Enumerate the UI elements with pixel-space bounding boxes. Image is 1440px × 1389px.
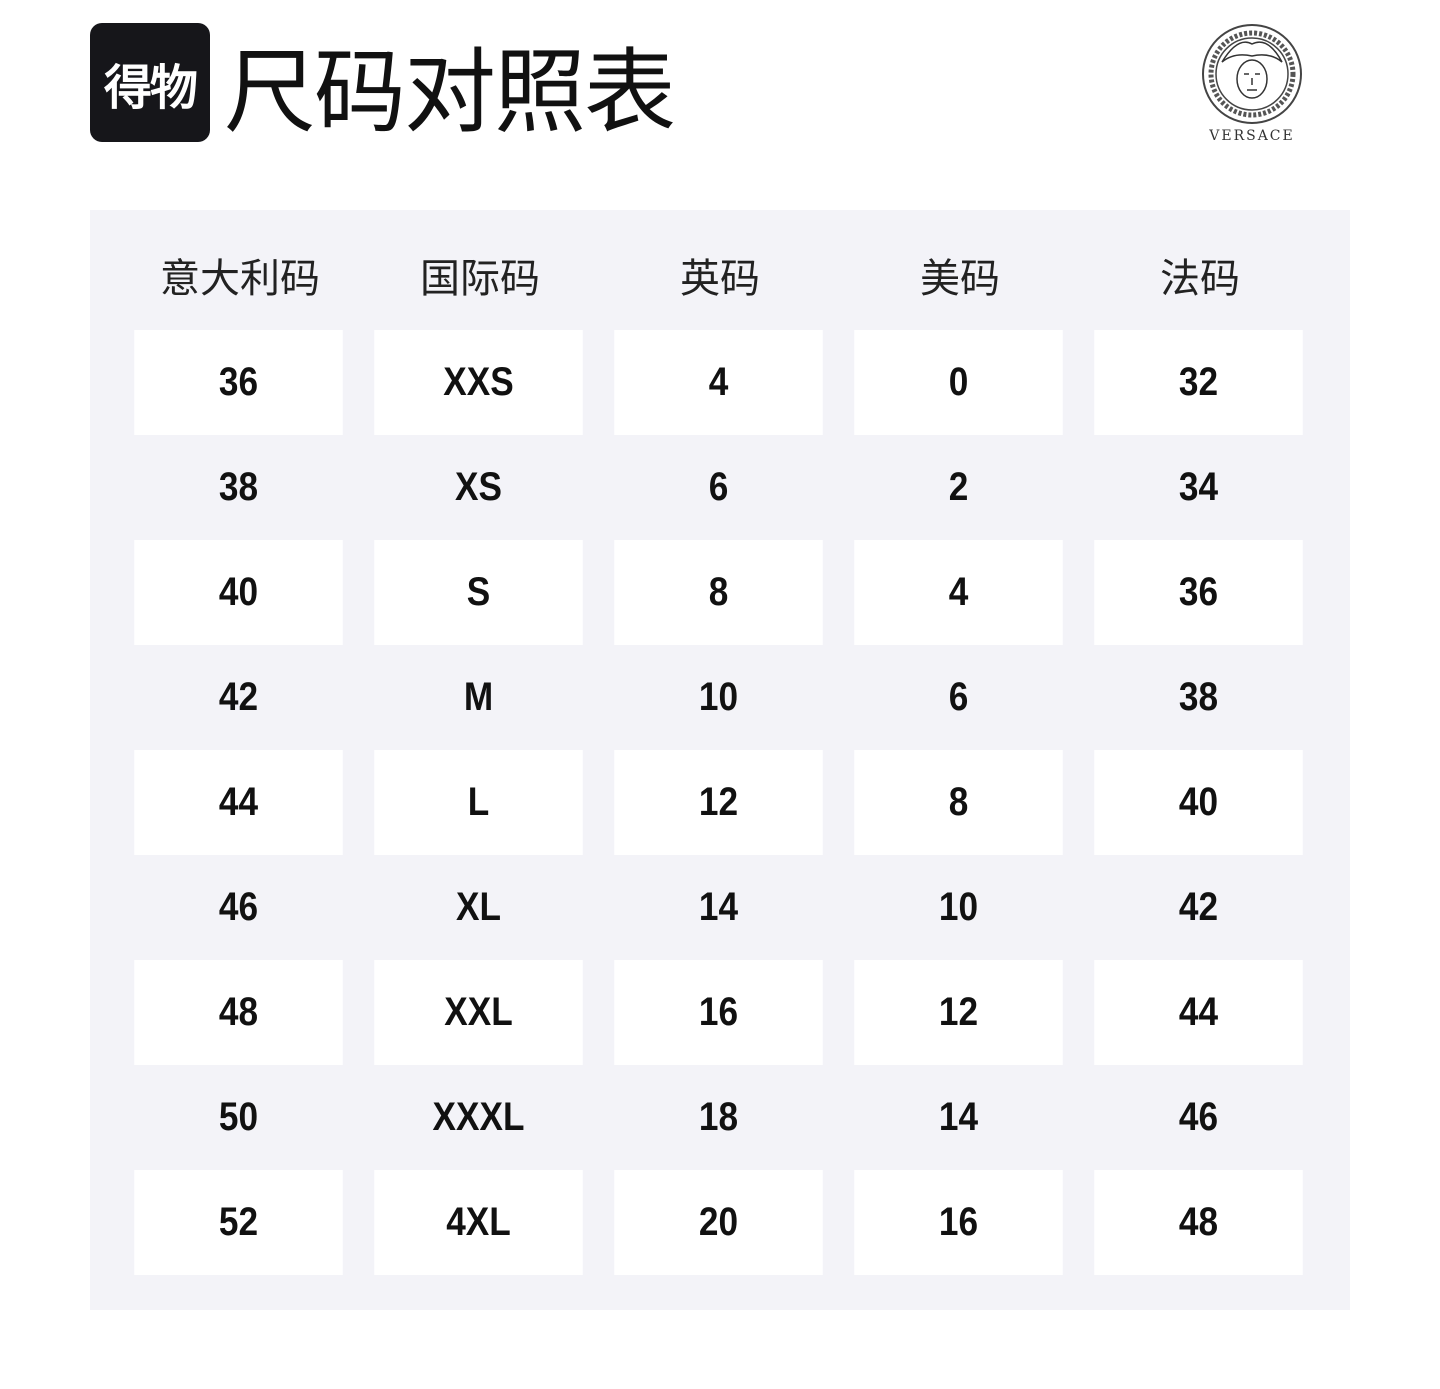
table-cell: 34 <box>1178 465 1219 509</box>
table-row: 52 4XL 20 16 48 <box>120 1170 1320 1275</box>
table-cell: 48 <box>1094 1170 1303 1275</box>
table-cell: 2 <box>948 465 969 509</box>
table-header: 意大利码 国际码 英码 美码 法码 <box>120 210 1320 330</box>
table-cell: 12 <box>614 750 823 855</box>
table-cell: 18 <box>698 1095 739 1139</box>
table-cell: 4 <box>854 540 1063 645</box>
page-title: 尺码对照表 <box>224 39 676 146</box>
table-cell: 14 <box>938 1095 979 1139</box>
table-cell: 20 <box>614 1170 823 1275</box>
table-cell: XL <box>456 885 501 929</box>
table-cell: 16 <box>854 1170 1063 1275</box>
size-table: 意大利码 国际码 英码 美码 法码 36 XXS 4 0 32 38 XS 6 2 34 40 S 8 4… <box>90 210 1350 1310</box>
table-row: 42 M 10 6 38 <box>120 645 1320 750</box>
table-row: 36 XXS 4 0 32 <box>120 330 1320 435</box>
table-cell: 48 <box>134 960 343 1065</box>
table-row: 44 L 12 8 40 <box>120 750 1320 855</box>
table-cell: 38 <box>1178 675 1219 719</box>
dewu-logo: 得物 <box>90 23 210 142</box>
col-header-uk: 英码 <box>680 256 760 302</box>
table-cell: 8 <box>854 750 1063 855</box>
dewu-logo-text: 得物 <box>103 59 198 116</box>
table-cell: 10 <box>938 885 979 929</box>
table-cell: 50 <box>218 1095 259 1139</box>
table-cell: 42 <box>218 675 259 719</box>
medusa-icon: VERSACE <box>1202 24 1302 144</box>
table-cell: XXL <box>374 960 583 1065</box>
table-cell: 42 <box>1178 885 1219 929</box>
table-row: 50 XXXL 18 14 46 <box>120 1065 1320 1170</box>
table-cell: 12 <box>854 960 1063 1065</box>
table-cell: XS <box>455 465 502 509</box>
table-cell: 44 <box>134 750 343 855</box>
table-cell: M <box>463 675 494 719</box>
table-cell: 38 <box>218 465 259 509</box>
col-header-france: 法码 <box>1160 256 1240 302</box>
col-header-italy: 意大利码 <box>160 256 320 302</box>
table-cell: 16 <box>614 960 823 1065</box>
table-cell: XXS <box>374 330 583 435</box>
table-cell: 44 <box>1094 960 1303 1065</box>
col-header-us: 美码 <box>920 256 1000 302</box>
versace-logo: VERSACE <box>1198 22 1306 150</box>
table-cell: 40 <box>134 540 343 645</box>
table-cell: 52 <box>134 1170 343 1275</box>
table-cell: 46 <box>218 885 259 929</box>
table-cell: 6 <box>948 675 969 719</box>
table-cell: 36 <box>134 330 343 435</box>
table-cell: 4 <box>614 330 823 435</box>
table-row: 48 XXL 16 12 44 <box>120 960 1320 1065</box>
table-cell: 40 <box>1094 750 1303 855</box>
table-cell: 14 <box>698 885 739 929</box>
table-cell: S <box>374 540 583 645</box>
table-cell: XXXL <box>432 1095 525 1139</box>
col-header-international: 国际码 <box>420 256 540 302</box>
table-cell: 36 <box>1094 540 1303 645</box>
table-cell: 6 <box>708 465 729 509</box>
table-row: 46 XL 14 10 42 <box>120 855 1320 960</box>
table-cell: 32 <box>1094 330 1303 435</box>
versace-logo-text: VERSACE <box>1208 128 1295 144</box>
table-cell: 46 <box>1178 1095 1219 1139</box>
table-cell: 0 <box>854 330 1063 435</box>
table-row: 40 S 8 4 36 <box>120 540 1320 645</box>
table-cell: L <box>374 750 583 855</box>
table-row: 38 XS 6 2 34 <box>120 435 1320 540</box>
table-cell: 10 <box>698 675 739 719</box>
table-cell: 4XL <box>374 1170 583 1275</box>
table-cell: 8 <box>614 540 823 645</box>
